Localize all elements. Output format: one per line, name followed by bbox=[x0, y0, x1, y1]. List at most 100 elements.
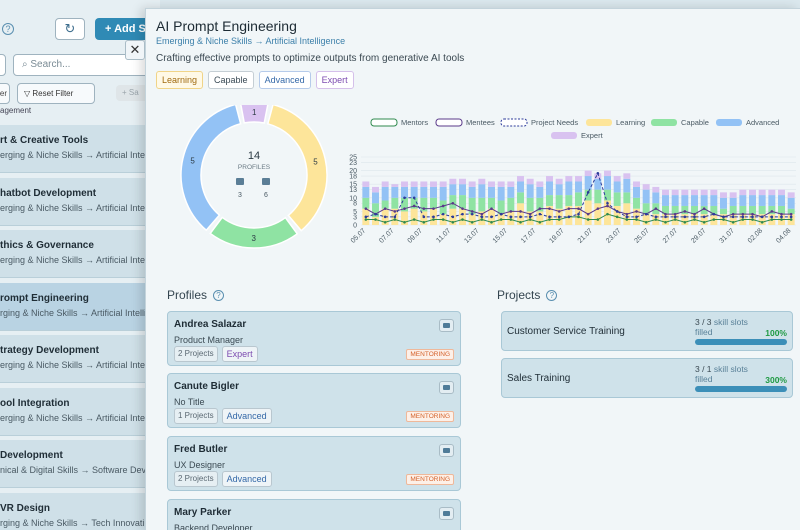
bar-expert bbox=[604, 170, 611, 177]
mentoring-badge: MENTORING bbox=[406, 411, 454, 422]
bar-expert bbox=[710, 189, 718, 196]
line-point bbox=[528, 218, 532, 221]
list-item[interactable]: rt & Creative Tools erging & Niche Skills… bbox=[0, 125, 160, 173]
list-item[interactable]: hatbot Development erging & Niche Skills … bbox=[0, 178, 160, 226]
profile-projects-count: 2 Projects bbox=[174, 471, 218, 487]
mentor-count: 3 bbox=[238, 192, 242, 199]
line-point bbox=[364, 207, 368, 210]
mentoring-badge: MENTORING bbox=[406, 474, 454, 485]
profile-card[interactable]: Andrea Salazar Product Manager 2 Project… bbox=[167, 311, 461, 366]
help-icon[interactable]: ? bbox=[2, 23, 14, 35]
line-point bbox=[683, 215, 687, 219]
line-point bbox=[635, 210, 638, 213]
project-card[interactable]: Sales Training 3 / 1 skill slots filled 3… bbox=[501, 358, 793, 398]
bar-expert bbox=[439, 181, 447, 187]
progress-bar bbox=[695, 386, 787, 392]
bar-capable bbox=[575, 192, 582, 206]
line-point bbox=[654, 207, 658, 210]
close-button[interactable]: ✕ bbox=[125, 40, 145, 60]
bar-capable bbox=[691, 205, 698, 215]
bar-capable bbox=[710, 205, 718, 215]
profile-role: Backend Developer bbox=[174, 523, 253, 530]
line-point bbox=[586, 218, 590, 221]
y-tick-label: 10 bbox=[349, 195, 357, 202]
list-item[interactable]: thics & Governance erging & Niche Skills … bbox=[0, 230, 160, 278]
bar-expert bbox=[497, 181, 505, 187]
bar-expert bbox=[546, 176, 553, 182]
donut-segment-expert bbox=[240, 105, 269, 124]
line-point bbox=[586, 212, 590, 216]
legend-swatch bbox=[370, 118, 398, 127]
line-point bbox=[509, 215, 513, 219]
tag-learning: Learning bbox=[156, 71, 204, 89]
mail-icon[interactable] bbox=[439, 507, 454, 520]
line-point bbox=[538, 207, 542, 210]
list-item-path: rging & Niche Skills → Tech Innovati bbox=[0, 518, 145, 528]
line-point bbox=[615, 215, 619, 219]
line-point bbox=[741, 215, 745, 219]
line-point bbox=[780, 212, 783, 216]
slots-label: skill slots bbox=[713, 364, 748, 374]
line-point bbox=[403, 207, 406, 210]
breadcrumb[interactable]: Emerging & Niche Skills → Artificial Int… bbox=[156, 36, 346, 46]
profile-role: UX Designer bbox=[174, 460, 226, 470]
bar-expert bbox=[449, 178, 457, 185]
x-tick-label: 21.07 bbox=[577, 227, 594, 244]
mail-icon[interactable] bbox=[439, 319, 454, 332]
slots-value: 3 / 3 bbox=[695, 317, 712, 327]
refresh-button[interactable]: ↻ bbox=[55, 18, 85, 40]
bar-expert bbox=[362, 181, 370, 187]
bar-learning bbox=[478, 211, 486, 225]
y-tick-label: 8 bbox=[353, 201, 357, 208]
x-tick-label: 23.07 bbox=[605, 227, 622, 244]
mail-icon[interactable] bbox=[439, 444, 454, 457]
bar-advanced bbox=[459, 184, 466, 196]
line-point bbox=[499, 218, 503, 221]
bar-learning bbox=[594, 203, 602, 225]
profile-card[interactable]: Mary Parker Backend Developer bbox=[167, 499, 461, 530]
line-point bbox=[499, 212, 503, 216]
help-icon[interactable]: ? bbox=[546, 290, 558, 301]
line-point bbox=[557, 215, 561, 219]
search-side-input[interactable] bbox=[0, 54, 6, 76]
donut-segment-label: 5 bbox=[313, 157, 318, 166]
bar-learning bbox=[700, 214, 708, 225]
y-tick-label: 13 bbox=[349, 187, 357, 194]
bar-advanced bbox=[652, 192, 660, 204]
project-name: Sales Training bbox=[507, 373, 571, 384]
help-icon[interactable]: ? bbox=[213, 290, 225, 301]
line-point bbox=[538, 220, 542, 224]
line-point bbox=[596, 218, 600, 221]
list-item[interactable]: trategy Development erging & Niche Skills… bbox=[0, 335, 160, 383]
mail-icon[interactable] bbox=[439, 381, 454, 394]
bar-advanced bbox=[787, 197, 795, 209]
reset-filter-button[interactable]: ▽ Reset Filter bbox=[17, 83, 95, 104]
legend-label: Advanced bbox=[746, 118, 779, 127]
list-item-selected[interactable]: rompt Engineering rging & Niche Skills → … bbox=[0, 283, 160, 331]
list-item[interactable]: VR Design rging & Niche Skills → Tech Inn… bbox=[0, 493, 160, 530]
line-point bbox=[664, 212, 667, 216]
line-point bbox=[606, 212, 609, 216]
add-skill-button[interactable]: + Add Sk bbox=[95, 18, 155, 40]
line-point bbox=[770, 218, 774, 221]
bar-capable bbox=[488, 197, 495, 209]
reset-filter-label: Reset Filter bbox=[32, 89, 74, 98]
bar-advanced bbox=[526, 184, 534, 198]
bar-learning bbox=[468, 214, 476, 225]
line-point bbox=[451, 201, 455, 205]
line-point bbox=[654, 215, 658, 219]
donut-segment-advanced bbox=[180, 105, 242, 232]
list-item[interactable]: Development nical & Digital Skills → Soft… bbox=[0, 440, 160, 488]
list-item[interactable]: ool Integration erging & Niche Skills → A… bbox=[0, 388, 160, 436]
bar-learning bbox=[372, 216, 379, 225]
project-card[interactable]: Customer Service Training 3 / 3 skill sl… bbox=[501, 311, 793, 351]
filter-button[interactable]: er bbox=[0, 83, 10, 104]
profile-card[interactable]: Canute Bigler No Title 1 Projects Advance… bbox=[167, 373, 461, 428]
bar-advanced bbox=[439, 186, 447, 201]
bar-advanced bbox=[758, 195, 766, 206]
profile-card[interactable]: Fred Butler UX Designer 2 Projects Advanc… bbox=[167, 436, 461, 491]
bar-capable bbox=[507, 197, 515, 212]
line-point bbox=[683, 220, 687, 224]
bar-capable bbox=[449, 195, 457, 209]
bar-expert bbox=[768, 189, 776, 196]
